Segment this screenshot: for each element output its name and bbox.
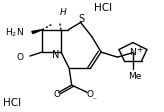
Text: +: +	[136, 45, 142, 54]
Text: HCl: HCl	[3, 98, 21, 108]
Text: O: O	[86, 90, 93, 99]
Text: S: S	[78, 14, 84, 24]
Text: O: O	[16, 53, 23, 62]
Text: H: H	[59, 8, 66, 17]
Text: H$_2$N: H$_2$N	[5, 26, 24, 39]
Polygon shape	[32, 30, 42, 33]
Text: HCl: HCl	[94, 3, 113, 13]
Text: ⁻: ⁻	[93, 95, 97, 104]
Text: N: N	[52, 50, 59, 60]
Text: Me: Me	[128, 72, 141, 81]
Text: O: O	[54, 90, 61, 99]
Text: N: N	[129, 48, 136, 57]
